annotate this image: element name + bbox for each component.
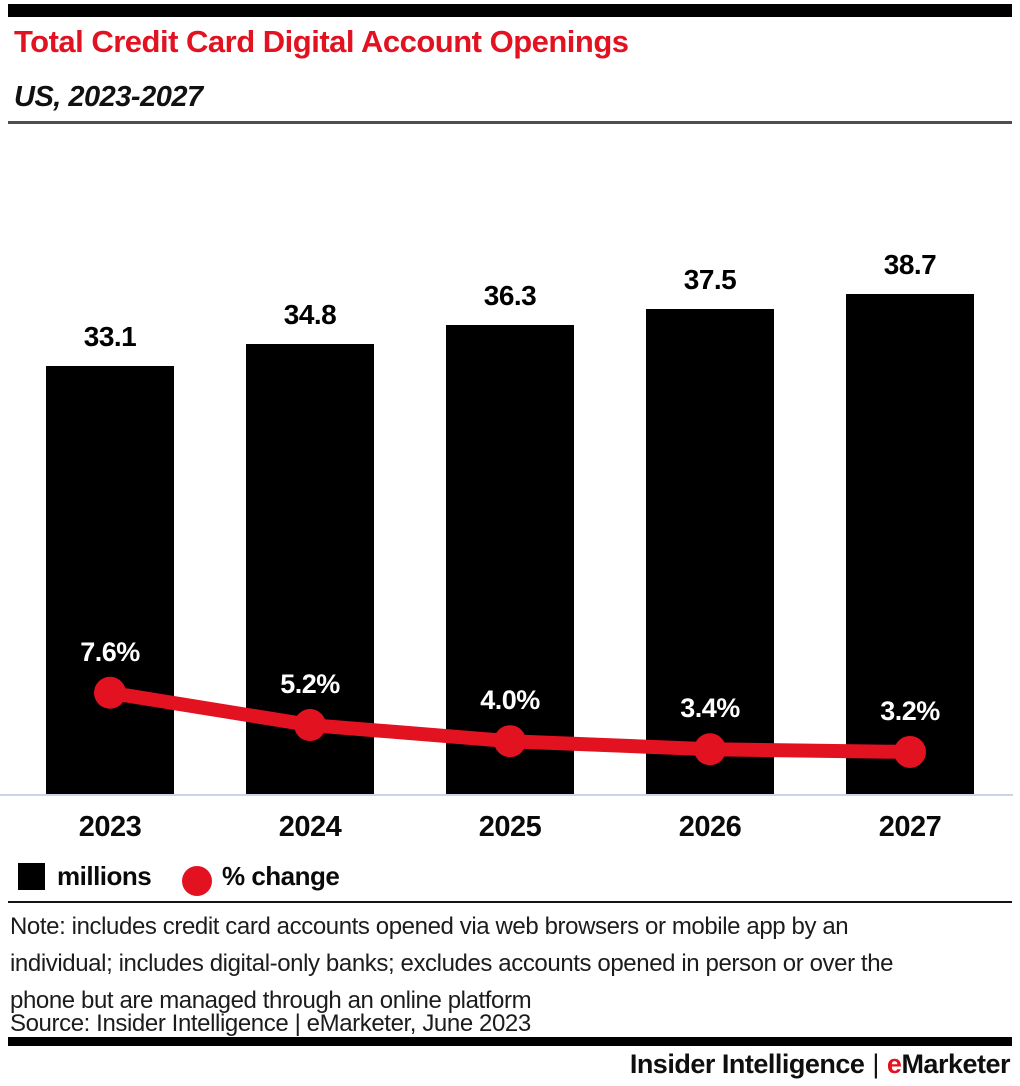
note-text: Note: includes credit card accounts open… xyxy=(10,908,1014,1019)
bar-value-label: 33.1 xyxy=(83,321,137,352)
bottom-rule xyxy=(8,1037,1012,1046)
header-divider xyxy=(8,121,1012,124)
footer-emarketer-e: e xyxy=(886,1049,902,1079)
note-divider xyxy=(8,901,1012,903)
legend-label-pct-change: % change xyxy=(222,861,340,891)
x-tick-label: 2025 xyxy=(478,811,542,843)
x-tick-label: 2026 xyxy=(678,811,742,843)
pct-label: 5.2% xyxy=(280,669,340,700)
legend: millions % change xyxy=(0,860,1020,898)
pct-label: 4.0% xyxy=(480,685,540,716)
legend-label-millions: millions xyxy=(57,861,152,891)
pct-change-swatch-icon xyxy=(182,866,212,896)
x-axis-line xyxy=(0,794,1013,796)
note-line: Note: includes credit card accounts open… xyxy=(10,913,849,940)
pct-label: 7.6% xyxy=(80,636,140,667)
top-rule xyxy=(8,4,1012,17)
note-line: phone but are managed through an online … xyxy=(10,987,532,1014)
bar-value-label: 38.7 xyxy=(883,249,937,280)
x-tick-label: 2027 xyxy=(878,811,942,843)
bar xyxy=(446,325,574,795)
note-line: individual; includes digital-only banks;… xyxy=(10,950,894,977)
millions-swatch-icon xyxy=(18,863,45,890)
bar xyxy=(46,366,174,795)
footer-separator: | xyxy=(872,1049,879,1079)
bar xyxy=(246,344,374,795)
chart-title: Total Credit Card Digital Account Openin… xyxy=(14,24,629,59)
chart-subtitle: US, 2023-2027 xyxy=(14,81,203,113)
pct-label: 3.2% xyxy=(880,695,940,726)
x-tick-label: 2024 xyxy=(278,811,342,843)
footer-brand: Insider Intelligence | eMarketer xyxy=(629,1049,1011,1079)
footer-brand-left: Insider Intelligence xyxy=(629,1049,865,1079)
bar-value-label: 36.3 xyxy=(483,280,537,311)
source-text: Source: Insider Intelligence | eMarketer… xyxy=(10,1010,531,1037)
footer-emarketer-rest: Marketer xyxy=(901,1049,1010,1079)
pct-label: 3.4% xyxy=(680,693,740,724)
x-tick-label: 2023 xyxy=(78,811,142,843)
bar-value-label: 37.5 xyxy=(683,264,737,295)
bar-value-label: 34.8 xyxy=(283,299,337,330)
